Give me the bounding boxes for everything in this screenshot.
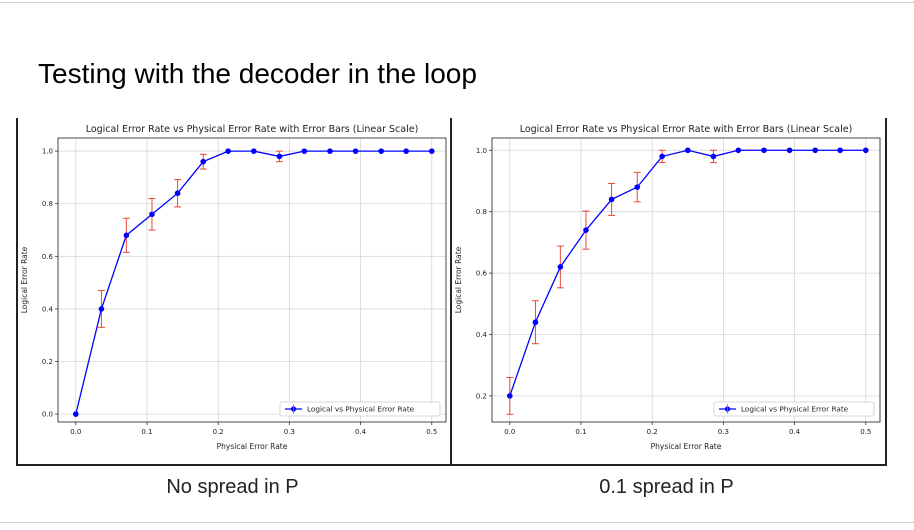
x-tick-label: 0.0 bbox=[70, 428, 81, 436]
data-point bbox=[250, 148, 257, 154]
data-point bbox=[149, 211, 155, 218]
data-point bbox=[583, 227, 589, 233]
data-point bbox=[557, 264, 564, 270]
bottom-divider bbox=[0, 522, 914, 523]
top-divider bbox=[0, 2, 914, 3]
data-point bbox=[301, 148, 308, 154]
data-point bbox=[378, 148, 385, 154]
y-tick-label: 0.0 bbox=[42, 411, 53, 419]
plot-area bbox=[58, 138, 446, 422]
x-tick-label: 0.4 bbox=[355, 428, 367, 436]
x-tick-label: 0.2 bbox=[213, 428, 224, 436]
data-point bbox=[532, 319, 539, 326]
legend-box bbox=[279, 401, 441, 417]
x-tick-label: 0.5 bbox=[426, 428, 437, 436]
chart-title: Logical Error Rate vs Physical Error Rat… bbox=[520, 124, 853, 135]
x-tick-label: 0.4 bbox=[789, 428, 801, 436]
y-tick-label: 1.0 bbox=[42, 148, 53, 156]
data-point bbox=[174, 190, 181, 197]
chart-spread: Logical Error Rate vs Physical Error Rat… bbox=[454, 124, 881, 451]
data-point bbox=[327, 148, 333, 154]
data-point bbox=[200, 158, 207, 165]
x-tick-label: 0.1 bbox=[141, 428, 152, 436]
axes-frame bbox=[57, 137, 447, 423]
chart-panel-left: Logical Error Rate vs Physical Error Rat… bbox=[16, 118, 451, 466]
axes-frame bbox=[491, 137, 881, 423]
caption-no-spread: No spread in P bbox=[166, 476, 299, 498]
data-point bbox=[72, 411, 79, 417]
data-point bbox=[761, 147, 767, 154]
y-tick-label: 0.8 bbox=[476, 208, 487, 216]
data-point bbox=[812, 147, 819, 154]
data-point bbox=[634, 184, 641, 190]
data-point bbox=[735, 147, 742, 154]
data-point bbox=[786, 147, 793, 154]
y-axis-label: Logical Error Rate bbox=[454, 246, 463, 313]
x-tick-label: 0.2 bbox=[647, 428, 658, 436]
y-tick-label: 0.4 bbox=[476, 331, 488, 339]
y-tick-label: 1.0 bbox=[476, 147, 487, 155]
y-tick-label: 0.8 bbox=[42, 200, 53, 208]
plot-area bbox=[492, 138, 880, 422]
data-point bbox=[98, 306, 105, 312]
x-axis-label: Physical Error Rate bbox=[217, 442, 288, 451]
data-point bbox=[684, 147, 691, 154]
y-tick-label: 0.2 bbox=[476, 392, 487, 400]
data-point bbox=[659, 153, 665, 160]
legend-label: Logical vs Physical Error Rate bbox=[307, 405, 415, 414]
y-axis-label: Logical Error Rate bbox=[20, 246, 29, 313]
chart-panel-right: Logical Error Rate vs Physical Error Rat… bbox=[450, 118, 887, 466]
data-point bbox=[276, 153, 283, 160]
y-tick-label: 0.4 bbox=[42, 305, 54, 313]
caption-spread: 0.1 spread in P bbox=[599, 476, 734, 498]
x-tick-label: 0.1 bbox=[575, 428, 586, 436]
data-point bbox=[506, 393, 513, 399]
data-point bbox=[403, 148, 409, 154]
slide-title: Testing with the decoder in the loop bbox=[38, 58, 477, 89]
y-tick-label: 0.6 bbox=[476, 270, 488, 278]
legend-box bbox=[713, 401, 875, 417]
x-tick-label: 0.3 bbox=[284, 428, 295, 436]
data-point bbox=[352, 148, 359, 154]
x-tick-label: 0.0 bbox=[504, 428, 515, 436]
data-point bbox=[428, 148, 435, 154]
data-point bbox=[123, 232, 130, 239]
data-point bbox=[837, 147, 843, 154]
chart-no-spread: Logical Error Rate vs Physical Error Rat… bbox=[20, 124, 447, 451]
x-tick-label: 0.3 bbox=[718, 428, 729, 436]
legend-label: Logical vs Physical Error Rate bbox=[741, 405, 849, 414]
data-point bbox=[608, 196, 615, 203]
y-tick-label: 0.2 bbox=[42, 358, 53, 366]
y-tick-label: 0.6 bbox=[42, 253, 54, 261]
x-tick-label: 0.5 bbox=[860, 428, 871, 436]
chart-title: Logical Error Rate vs Physical Error Rat… bbox=[86, 124, 419, 135]
data-point bbox=[710, 153, 717, 160]
data-point bbox=[225, 148, 231, 154]
data-point bbox=[862, 147, 869, 154]
x-axis-label: Physical Error Rate bbox=[651, 442, 722, 451]
